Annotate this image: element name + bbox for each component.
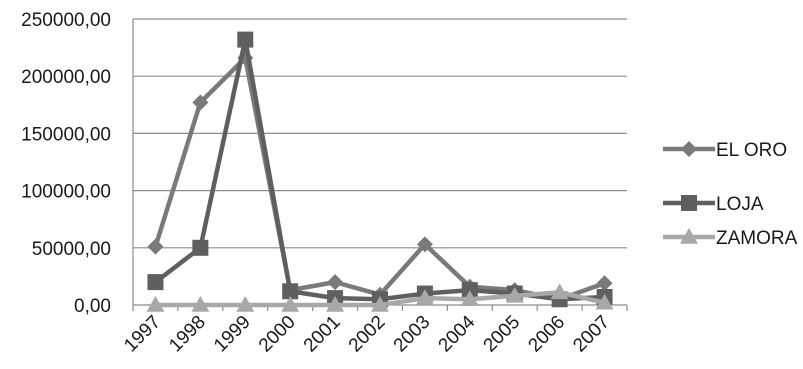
data-point-square — [192, 239, 209, 256]
series-layer — [146, 31, 614, 312]
data-point-triangle — [191, 296, 210, 312]
data-point-diamond — [596, 275, 613, 292]
x-tick-label: 2003 — [390, 312, 435, 357]
x-tick-label: 2005 — [480, 312, 525, 357]
data-point-triangle — [505, 286, 524, 303]
data-point-triangle — [146, 296, 165, 312]
x-tick-label: 1999 — [210, 312, 255, 357]
y-tick-label: 50000,00 — [32, 239, 111, 260]
data-point-triangle — [550, 283, 569, 300]
x-tick-label: 1998 — [165, 312, 210, 357]
series-loja — [147, 31, 613, 308]
y-tick-label: 100000,00 — [21, 182, 111, 203]
x-tick-label: 2004 — [435, 311, 480, 356]
y-tick-label: 150000,00 — [21, 124, 111, 145]
x-tick-label: 2000 — [255, 312, 300, 357]
data-point-diamond — [416, 236, 433, 253]
y-tick-label: 250000,00 — [21, 10, 111, 31]
x-tick-label: 2007 — [569, 312, 614, 357]
grid-lines — [133, 18, 627, 249]
data-point-triangle — [415, 289, 434, 305]
data-point-square — [461, 282, 478, 299]
data-point-diamond — [192, 94, 209, 111]
y-tick-label: 200000,00 — [21, 67, 111, 88]
data-point-triangle — [460, 290, 479, 307]
x-tick-label: 2002 — [345, 312, 390, 357]
x-tick-label: 2001 — [300, 312, 345, 357]
legend-label: ZAMORA — [716, 228, 798, 249]
y-tick-labels: 0,00 50000,00 100000,00 150000,00 200000,00 2… — [21, 10, 111, 317]
x-tick-label: 2006 — [524, 312, 569, 357]
legend-label: EL ORO — [716, 140, 787, 161]
series-line — [153, 55, 606, 302]
legend-item: EL ORO — [663, 140, 787, 161]
data-point-square — [147, 274, 164, 291]
legend-item: ZAMORA — [663, 228, 798, 249]
legend: EL ORO LOJA ZAMORA — [663, 140, 798, 249]
data-point-triangle — [281, 296, 300, 312]
data-point-triangle — [595, 293, 614, 310]
data-point-square — [282, 283, 299, 300]
legend-marker-triangle — [680, 228, 698, 244]
data-point-diamond — [327, 274, 344, 291]
data-point-triangle — [326, 296, 345, 312]
data-point-diamond — [147, 238, 164, 255]
x-tick-labels: 1997 1998 1999 2000 2001 2002 2003 2004 2005 2006… — [120, 305, 628, 357]
legend-item: LOJA — [663, 194, 764, 215]
data-point-triangle — [236, 296, 255, 312]
y-tick-label: 0,00 — [74, 296, 111, 317]
legend-marker-diamond — [681, 141, 697, 157]
legend-marker-square — [681, 195, 697, 211]
x-tick-label: 1997 — [120, 312, 165, 357]
data-point-square — [237, 31, 254, 48]
series-zamora — [146, 283, 614, 312]
data-point-triangle — [371, 296, 389, 312]
legend-label: LOJA — [716, 194, 764, 215]
